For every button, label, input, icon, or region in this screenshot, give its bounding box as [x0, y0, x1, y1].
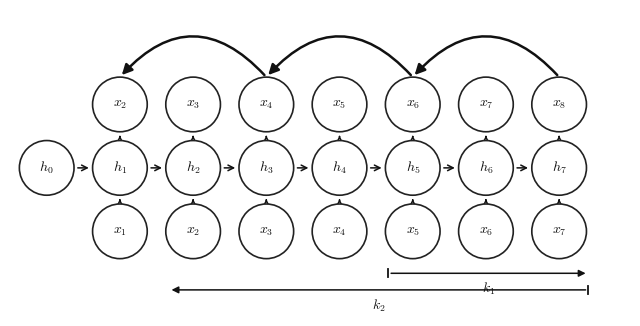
Ellipse shape — [385, 141, 440, 195]
Text: $h_{0}$: $h_{0}$ — [40, 160, 54, 176]
Ellipse shape — [312, 141, 367, 195]
Text: $x_{5}$: $x_{5}$ — [406, 224, 420, 238]
Ellipse shape — [166, 77, 220, 132]
Ellipse shape — [532, 141, 586, 195]
Text: $h_{1}$: $h_{1}$ — [113, 160, 127, 176]
Ellipse shape — [239, 141, 294, 195]
Text: $x_{8}$: $x_{8}$ — [552, 97, 566, 111]
Ellipse shape — [459, 204, 513, 259]
Ellipse shape — [166, 204, 220, 259]
Ellipse shape — [19, 141, 74, 195]
Ellipse shape — [239, 77, 294, 132]
Text: $x_{7}$: $x_{7}$ — [552, 224, 566, 238]
Text: $k_2$: $k_2$ — [372, 298, 385, 314]
Text: $h_{5}$: $h_{5}$ — [406, 160, 420, 176]
Text: $x_{4}$: $x_{4}$ — [259, 97, 273, 111]
Ellipse shape — [532, 77, 586, 132]
Ellipse shape — [385, 204, 440, 259]
Ellipse shape — [166, 141, 220, 195]
Ellipse shape — [459, 77, 513, 132]
Text: $x_{7}$: $x_{7}$ — [479, 97, 493, 111]
Text: $x_{5}$: $x_{5}$ — [332, 97, 347, 111]
Text: $k_1$: $k_1$ — [482, 281, 495, 297]
Text: $h_{7}$: $h_{7}$ — [552, 160, 566, 176]
Ellipse shape — [312, 204, 367, 259]
Text: $x_{4}$: $x_{4}$ — [332, 224, 347, 238]
Ellipse shape — [93, 204, 147, 259]
Text: $h_{4}$: $h_{4}$ — [332, 160, 347, 176]
Text: $x_{2}$: $x_{2}$ — [186, 224, 200, 238]
Ellipse shape — [93, 77, 147, 132]
Text: $x_{6}$: $x_{6}$ — [479, 224, 493, 238]
Text: $h_{3}$: $h_{3}$ — [259, 160, 273, 176]
Text: $x_{6}$: $x_{6}$ — [406, 97, 420, 111]
Text: $x_{2}$: $x_{2}$ — [113, 97, 127, 111]
Ellipse shape — [239, 204, 294, 259]
Ellipse shape — [93, 141, 147, 195]
Text: $h_{2}$: $h_{2}$ — [186, 160, 200, 176]
Text: $h_{6}$: $h_{6}$ — [479, 160, 493, 176]
Ellipse shape — [459, 141, 513, 195]
Ellipse shape — [312, 77, 367, 132]
Text: $x_{1}$: $x_{1}$ — [113, 224, 127, 238]
Text: $x_{3}$: $x_{3}$ — [186, 97, 200, 111]
Ellipse shape — [532, 204, 586, 259]
Ellipse shape — [385, 77, 440, 132]
Text: $x_{3}$: $x_{3}$ — [259, 224, 273, 238]
